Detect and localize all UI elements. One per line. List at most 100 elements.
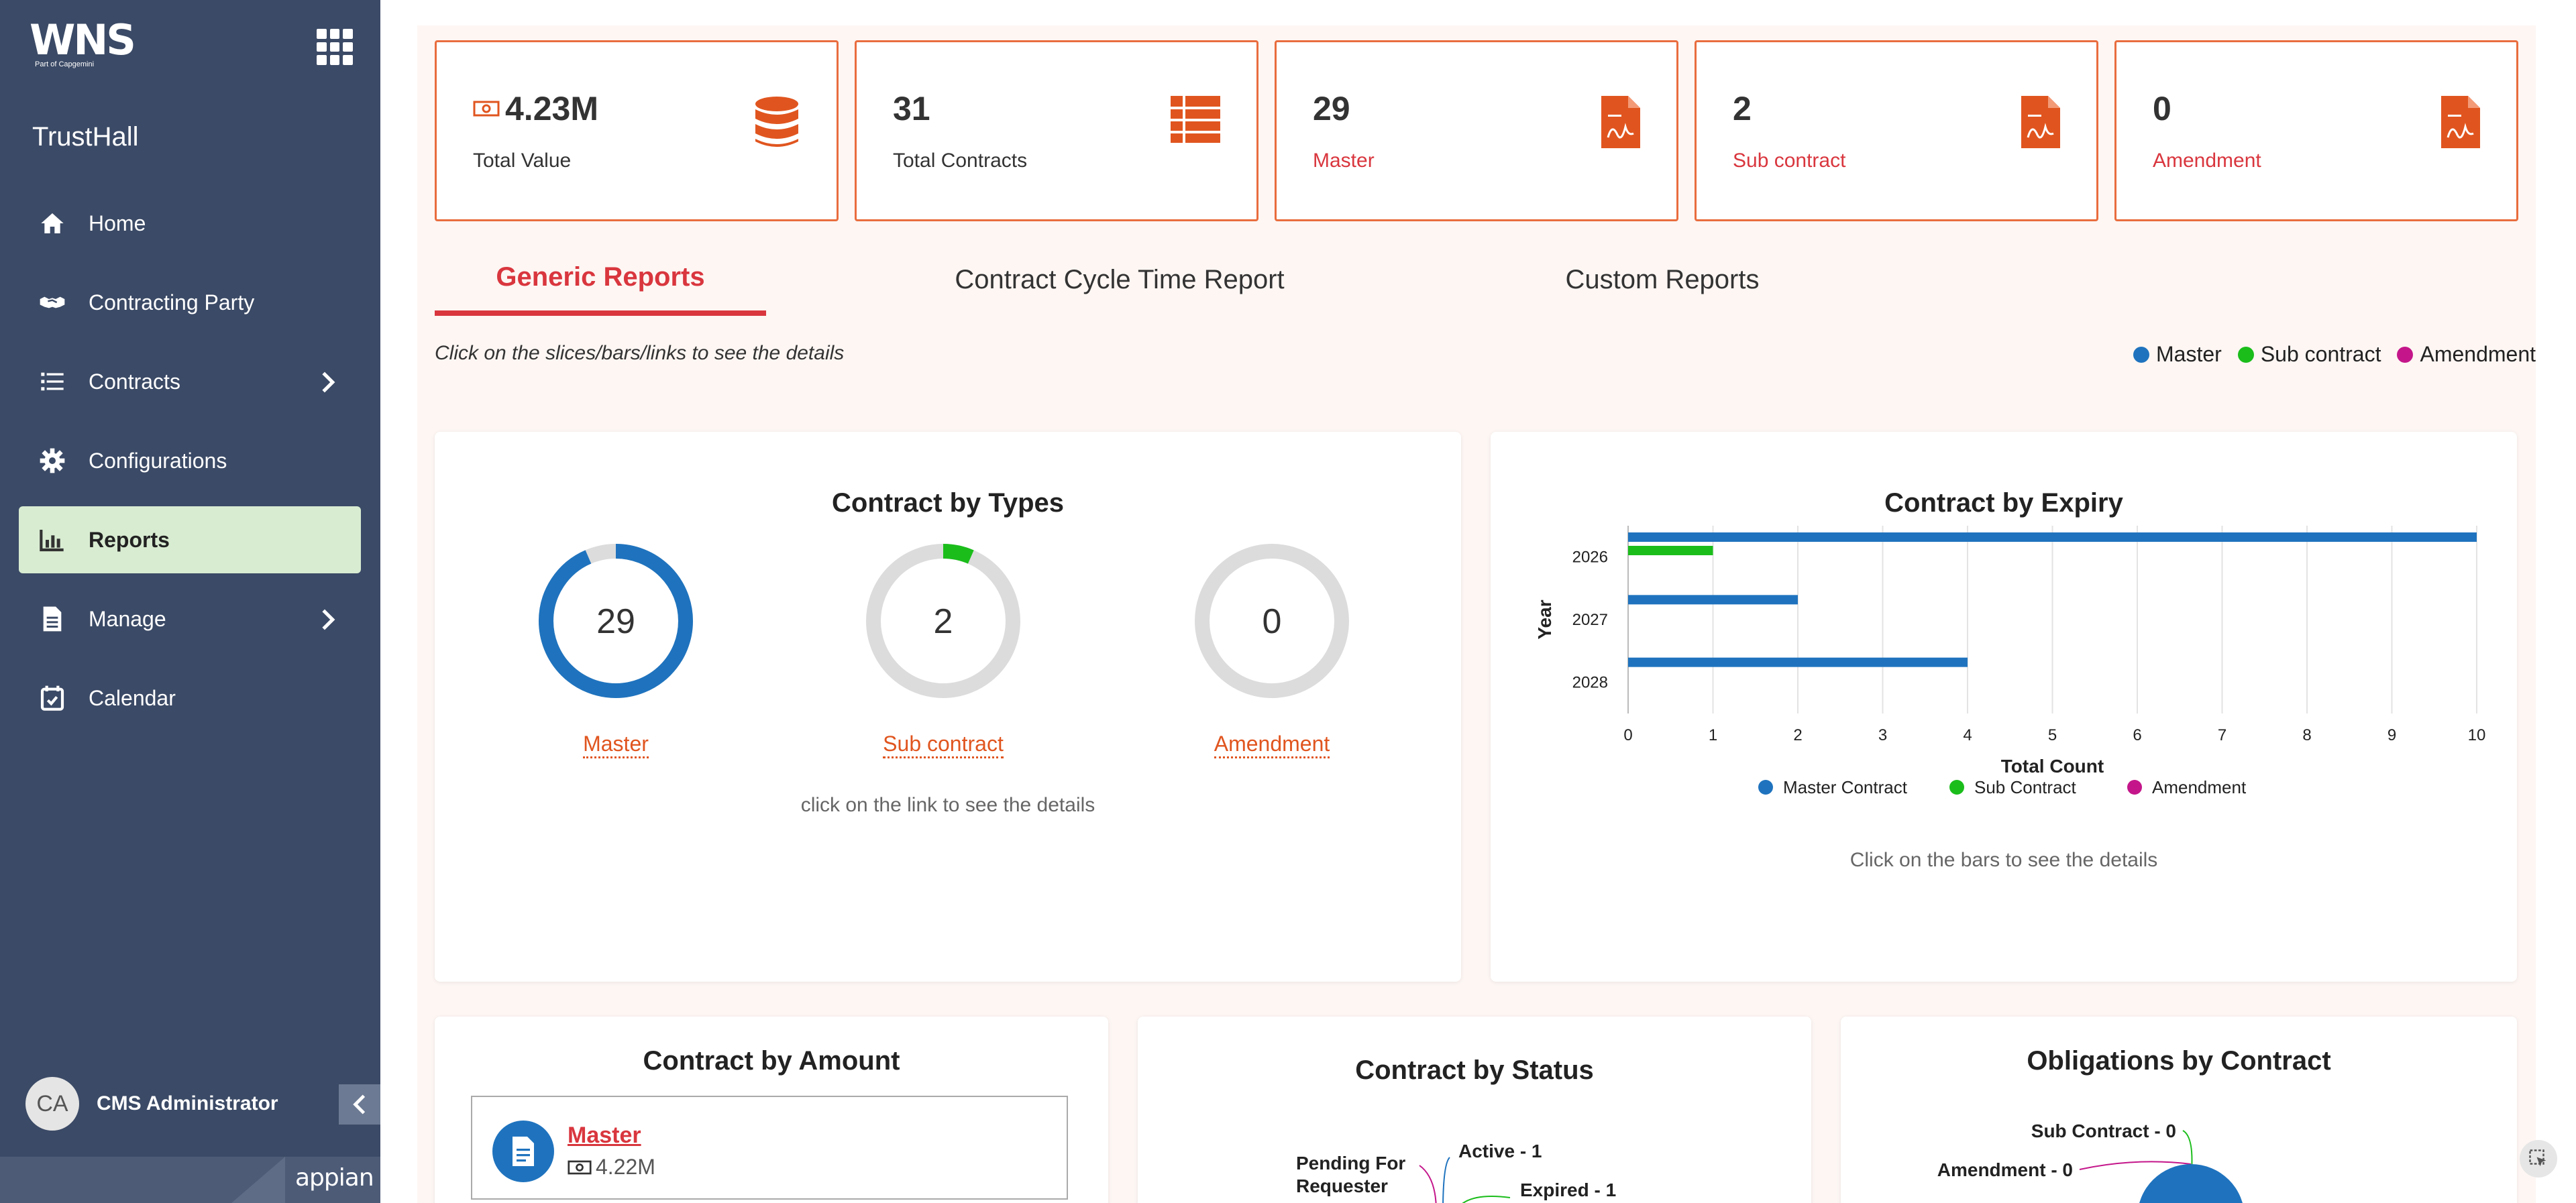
donut-link-master[interactable]: Master (583, 732, 649, 758)
card-title: Contract by Status (1355, 1055, 1594, 1085)
donut-chart: 0 (1195, 544, 1349, 698)
kpi-card-sub-contract[interactable]: 2 Sub contract (1695, 40, 2098, 221)
expiry-bar-chart[interactable]: 0 1 2 3 4 5 6 7 8 9 10 2026 2027 2028 Total Count Year M… (1491, 512, 2517, 848)
top-legend: Master Sub contract Amendment (2133, 342, 2536, 367)
home-icon (38, 209, 67, 238)
x-tick-label: 4 (1963, 726, 1972, 744)
x-tick-label: 6 (2133, 726, 2141, 744)
kpi-card-total-contracts[interactable]: 31 Total Contracts (855, 40, 1258, 221)
donut-amendment[interactable]: 0 Amendment (1191, 540, 1352, 758)
amount-list-item[interactable]: Master 4.22M (471, 1096, 1068, 1200)
sidebar-item-label: Manage (89, 606, 166, 631)
legend-dot (1758, 780, 1773, 795)
kpi-label: Total Contracts (893, 150, 1028, 172)
sidebar-item-contracts[interactable]: Contracts (19, 348, 361, 415)
legend-item-master[interactable]: Master (2133, 342, 2222, 367)
status-pie-labels[interactable]: Pending For Requester Active - 1 Expired… (1138, 1131, 1811, 1203)
x-tick-label: 9 (2387, 726, 2396, 744)
kpi-card-total-value[interactable]: 4.23M Total Value (435, 40, 839, 221)
obligations-pie[interactable]: Sub Contract - 0 Amendment - 0 (1841, 1110, 2517, 1203)
legend-item-amendment[interactable]: Amendment (2397, 342, 2536, 367)
contract-by-amount-card: Contract by Amount Master 4.22M (435, 1017, 1108, 1203)
wns-logo[interactable]: WNS Part of Capgemini (30, 19, 136, 69)
donut-link-amendment[interactable]: Amendment (1214, 732, 1330, 758)
donut-master[interactable]: 29 Master (535, 540, 696, 758)
tab-custom-reports[interactable]: Custom Reports (1565, 264, 1760, 294)
bar-master-contract[interactable] (1628, 595, 1798, 605)
legend-label[interactable]: Master Contract (1783, 777, 1908, 797)
footer-divider (231, 1157, 285, 1203)
legend-item-sub-contract[interactable]: Sub contract (2237, 342, 2381, 367)
kpi-card-amendment[interactable]: 0 Amendment (2114, 40, 2518, 221)
table-icon (1171, 96, 1220, 146)
kpi-label: Amendment (2153, 150, 2261, 172)
expiry-note: Click on the bars to see the details (1849, 849, 2158, 871)
x-axis-label: Total Count (2001, 756, 2104, 777)
sidebar-item-label: Calendar (89, 685, 176, 710)
y-tick-label: 2027 (1572, 611, 1608, 629)
legend-label: Sub contract (2260, 342, 2381, 366)
pie-slice-master[interactable] (2137, 1164, 2245, 1203)
sidebar-item-calendar[interactable]: Calendar (19, 665, 361, 732)
bar-master-contract[interactable] (1628, 657, 1968, 667)
tab-contract-cycle-time-report[interactable]: Contract Cycle Time Report (955, 264, 1285, 294)
sidebar-item-reports[interactable]: Reports (19, 506, 361, 573)
sidebar-item-home[interactable]: Home (19, 190, 361, 257)
contract-by-expiry-card: Contract by Expiry 0 1 2 3 4 5 6 7 8 9 10 2026 2027 2… (1491, 432, 2517, 982)
bar-chart-icon (38, 525, 67, 555)
donut-value: 0 (1263, 602, 1282, 641)
avatar: CA (25, 1077, 79, 1131)
leader-line (1442, 1157, 1450, 1203)
bar-master-contract[interactable] (1628, 532, 2477, 542)
document-icon (492, 1121, 554, 1182)
legend-label: Master (2156, 342, 2222, 366)
sidebar-item-configurations[interactable]: Configurations (19, 427, 361, 494)
legend-dot (1949, 780, 1964, 795)
kpi-value: 0 (2153, 90, 2171, 127)
sidebar-item-label: Home (89, 211, 146, 235)
bar-sub-contract[interactable] (1628, 546, 1713, 555)
card-title: Obligations by Contract (2027, 1046, 2331, 1076)
kpi-label: Total Value (473, 150, 572, 172)
pdf-file-icon (2441, 96, 2480, 152)
report-tabs: Generic Reports Contract Cycle Time Repo… (435, 243, 2045, 317)
x-tick-label: 5 (2048, 726, 2057, 744)
money-icon (473, 101, 500, 117)
legend-dot (2133, 346, 2150, 363)
legend-label[interactable]: Amendment (2152, 777, 2247, 797)
handshake-icon (38, 288, 67, 317)
amount-item-name[interactable]: Master (568, 1123, 641, 1148)
contract-by-types-card: Contract by Types 29 Master 2 Sub contra… (435, 432, 1461, 982)
sidebar-item-label: Configurations (89, 448, 227, 473)
kpi-label: Sub contract (1733, 150, 1846, 172)
x-tick-label: 2 (1793, 726, 1802, 744)
collapse-sidebar-button[interactable] (339, 1084, 380, 1125)
pie-label: Active - 1 (1458, 1141, 1542, 1161)
user-profile[interactable]: CA CMS Administrator (25, 1077, 278, 1131)
x-tick-label: 10 (2468, 726, 2486, 744)
x-tick-label: 1 (1709, 726, 1717, 744)
legend-label: Amendment (2420, 342, 2536, 366)
app-grid-icon[interactable] (317, 29, 353, 65)
kpi-card-master[interactable]: 29 Master (1275, 40, 1678, 221)
chevron-left-icon (353, 1094, 366, 1114)
card-title: Contract by Amount (643, 1046, 900, 1076)
tab-generic-reports[interactable]: Generic Reports (435, 243, 766, 316)
donut-value: 2 (934, 602, 953, 641)
cursor-select-button[interactable] (2520, 1140, 2557, 1178)
donut-sub-contract[interactable]: 2 Sub contract (863, 540, 1024, 758)
chevron-right-icon (319, 371, 337, 399)
sidebar-item-contracting-party[interactable]: Contracting Party (19, 269, 361, 336)
pointer-icon (2529, 1149, 2546, 1167)
sidebar-item-manage[interactable]: Manage (19, 585, 361, 652)
sidebar-item-label: Reports (89, 527, 170, 552)
legend-label[interactable]: Sub Contract (1974, 777, 2077, 797)
x-tick-label: 7 (2218, 726, 2226, 744)
contract-by-status-card: Contract by Status Pending For Requester… (1138, 1017, 1811, 1203)
sidebar-footer (0, 1157, 380, 1203)
y-tick-label: 2028 (1572, 673, 1608, 691)
x-tick-label: 3 (1878, 726, 1887, 744)
donut-arc (866, 544, 1020, 698)
legend-dot (2237, 346, 2254, 363)
donut-link-sub-contract[interactable]: Sub contract (883, 732, 1004, 758)
